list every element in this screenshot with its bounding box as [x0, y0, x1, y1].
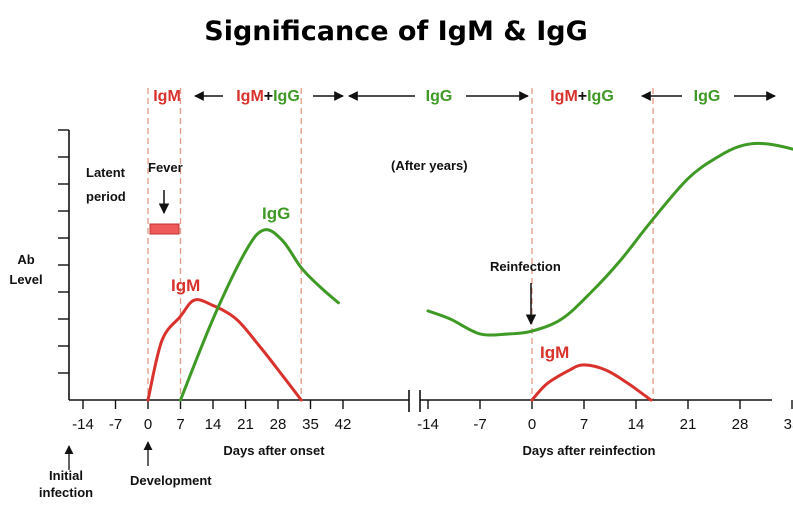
- annotation-development: Development: [130, 473, 212, 488]
- annotation-initial-line1: Initial: [49, 468, 83, 483]
- x-tick-label-reinfection: -7: [473, 416, 486, 433]
- annotation-reinfection: Reinfection: [490, 259, 561, 274]
- igm-curve-label: IgM: [171, 276, 200, 295]
- x-tick-label-reinfection: 0: [528, 416, 536, 433]
- series-lines: [148, 143, 793, 400]
- phase-label-p2: IgM+IgG: [236, 88, 300, 105]
- x-tick-label-reinfection: 14: [628, 416, 645, 433]
- annotation-after-years: (After years): [391, 158, 468, 173]
- x-tick-label-onset: 0: [144, 416, 152, 433]
- chart-title: Significance of IgM & IgG: [204, 16, 588, 47]
- x-tick-label-onset: 7: [176, 416, 184, 433]
- series-igm-segment-2-2: [532, 365, 651, 400]
- x-tick-label-reinfection: -14: [417, 416, 439, 433]
- igg-curve-label: IgG: [262, 204, 290, 223]
- x-tick-label-reinfection: 35: [784, 416, 793, 433]
- phase-label-p5: IgG: [694, 88, 721, 105]
- series-igm-segment-1-0: [148, 300, 301, 400]
- series-igg-segment-2-3: [428, 143, 793, 335]
- annotation-latent-line1: Latent: [86, 165, 126, 180]
- x-tick-label-reinfection: 7: [580, 416, 588, 433]
- phase-label-p4: IgM+IgG: [550, 88, 614, 105]
- x-ticks-second-segment: -14 -7 0 7 14 21 28 35: [417, 400, 793, 433]
- phase-label-p3: IgG: [426, 88, 453, 105]
- x-tick-label-onset: 35: [302, 416, 319, 433]
- phase-labels: IgM IgM+IgG IgG IgM+IgG IgG: [153, 88, 720, 105]
- x-ticks-first-segment: -14 -7 0 7 14 21 28 35 42: [72, 400, 351, 433]
- y-axis-label-line2: Level: [9, 272, 42, 287]
- x-tick-label-onset: 28: [270, 416, 287, 433]
- phase-label-p1: IgM: [153, 88, 181, 105]
- annotation-fever: Fever: [148, 160, 183, 175]
- x-tick-label-onset: -14: [72, 416, 94, 433]
- x-tick-label-onset: -7: [109, 416, 122, 433]
- x-tick-label-reinfection: 28: [732, 416, 749, 433]
- phase-dividers: [148, 88, 653, 400]
- y-axis-label-line1: Ab: [17, 252, 34, 267]
- fever-period-bar: [150, 224, 179, 234]
- x-axis-label-onset: Days after onset: [223, 443, 325, 458]
- annotation-initial-line2: infection: [39, 485, 93, 500]
- y-axis-label: Ab Level: [9, 252, 42, 287]
- igm-curve-label-reinfection: IgM: [540, 343, 569, 362]
- annotation-latent-line2: period: [86, 189, 126, 204]
- series-igg-segment-1-1: [181, 230, 339, 400]
- x-tick-label-reinfection: 21: [680, 416, 697, 433]
- x-axis-label-reinfection: Days after reinfection: [523, 443, 656, 458]
- x-tick-label-onset: 14: [205, 416, 222, 433]
- x-tick-label-onset: 21: [237, 416, 254, 433]
- x-tick-label-onset: 42: [335, 416, 352, 433]
